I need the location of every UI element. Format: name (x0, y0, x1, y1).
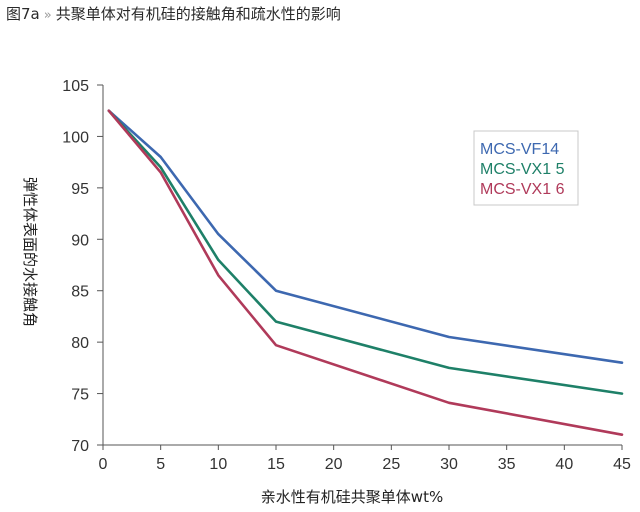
x-tick-label: 40 (555, 456, 573, 473)
legend-box (473, 130, 579, 206)
y-tick-label: 80 (71, 335, 89, 352)
figure-label: 图7a (6, 5, 40, 23)
x-tick-label: 25 (382, 456, 400, 473)
series-line-0 (107, 109, 624, 365)
figure-title: 共聚单体对有机硅的接触角和疏水性的影响 (55, 5, 341, 23)
y-tick-label: 75 (71, 387, 89, 404)
legend: MCS-VF14 MCS-VX1 5 MCS-VX1 6 (473, 130, 579, 206)
y-tick-label: 90 (71, 232, 89, 249)
legend-label-1: MCS-VX1 5 (480, 161, 565, 178)
figure-caption: 图7a» 共聚单体对有机硅的接触角和疏水性的影响 (6, 3, 341, 27)
x-tick-label: 35 (498, 456, 516, 473)
legend-label-0: MCS-VF14 (480, 141, 559, 158)
x-tick-label: 30 (440, 456, 458, 473)
y-tick-label: 95 (71, 181, 89, 198)
y-tick-label: 70 (71, 438, 89, 455)
caption-separator: » (43, 8, 52, 23)
chart-axes (102, 85, 622, 446)
y-tick-label: 105 (62, 78, 89, 95)
y-tick-label: 100 (62, 129, 89, 146)
legend-items: MCS-VF14 MCS-VX1 5 MCS-VX1 6 (480, 141, 565, 198)
legend-label-2: MCS-VX1 6 (480, 181, 565, 198)
y-axis-title: 弹性体表面的水接触角 (21, 177, 39, 327)
x-tick-label: 5 (156, 456, 165, 473)
y-tick-label: 85 (71, 284, 89, 301)
series-line-1 (107, 109, 624, 395)
x-tick-label: 45 (613, 456, 631, 473)
x-tick-label: 0 (99, 456, 108, 473)
x-axis-title: 亲水性有机硅共聚单体wt% (261, 488, 443, 506)
x-tick-label: 10 (209, 456, 227, 473)
x-tick-labels: 0 5 10 15 20 25 30 35 40 45 (99, 445, 631, 473)
series-line-2 (107, 109, 624, 437)
x-tick-label: 15 (267, 456, 285, 473)
y-tick-labels: 70 75 80 85 90 95 100 105 (62, 78, 103, 455)
x-tick-label: 20 (325, 456, 343, 473)
series-lines (107, 109, 624, 437)
